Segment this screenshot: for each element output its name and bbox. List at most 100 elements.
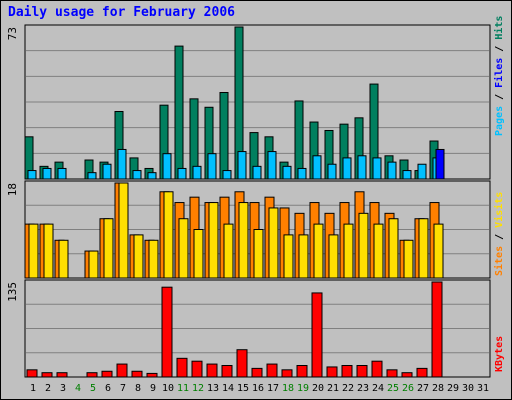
- visits-bar: [118, 182, 129, 279]
- kbytes-bar: [296, 365, 308, 378]
- files-bar: [87, 172, 97, 180]
- x-tick-label: 9: [150, 383, 156, 394]
- visits-bar: [253, 229, 264, 279]
- x-tick-label: 29: [447, 383, 459, 394]
- hits-bar: [174, 45, 184, 180]
- x-tick-label: 16: [252, 383, 264, 394]
- x-tick-label: 25: [387, 383, 399, 394]
- visits-bar: [433, 223, 444, 279]
- visits-bar: [208, 202, 219, 279]
- legend-top-part: Hits: [493, 16, 505, 40]
- x-tick-label: 22: [342, 383, 354, 394]
- files-bar: [357, 155, 367, 180]
- visits-bar: [343, 223, 354, 279]
- x-tick-label: 13: [207, 383, 219, 394]
- files-bar: [192, 165, 202, 180]
- kbytes-bar: [326, 366, 338, 378]
- legend-top-part: /: [494, 88, 505, 106]
- files-bar: [147, 172, 157, 180]
- x-tick-label: 2: [45, 383, 51, 394]
- kbytes-bar: [341, 365, 353, 378]
- x-tick-label: 14: [222, 383, 234, 394]
- x-tick-label: 28: [432, 383, 444, 394]
- x-tick-label: 1: [30, 383, 36, 394]
- visits-bar: [373, 223, 384, 279]
- x-tick-label: 20: [312, 383, 324, 394]
- x-tick-label: 21: [327, 383, 339, 394]
- files-bar: [297, 167, 307, 180]
- kbytes-bar: [356, 365, 368, 378]
- visits-bar: [358, 212, 369, 279]
- x-tick-label: 26: [402, 383, 414, 394]
- kbytes-bar: [266, 363, 278, 378]
- x-tick-label: 19: [297, 383, 309, 394]
- x-tick-label: 11: [177, 383, 189, 394]
- kbytes-bar: [251, 367, 263, 378]
- visits-bar: [178, 218, 189, 279]
- hits-bar: [219, 92, 229, 180]
- x-tick-label: 24: [372, 383, 384, 394]
- legend-mid-part: /: [494, 228, 505, 246]
- x-tick-label: 5: [90, 383, 96, 394]
- visits-bar: [58, 239, 69, 279]
- kbytes-bar: [191, 360, 203, 378]
- panel-max-label: 73: [6, 27, 19, 40]
- kbytes-bar: [146, 372, 158, 378]
- visits-bar: [313, 223, 324, 279]
- files-bar: [372, 157, 382, 180]
- kbytes-bar: [41, 372, 53, 378]
- kbytes-bar: [86, 372, 98, 378]
- kbytes-bar: [416, 367, 428, 378]
- visits-bar: [148, 239, 159, 279]
- visits-bar: [193, 229, 204, 279]
- kbytes-bar: [56, 372, 68, 378]
- visits-bar: [418, 218, 429, 279]
- kbytes-bar: [101, 370, 113, 378]
- files-bar: [327, 163, 337, 180]
- files-bar: [57, 167, 67, 180]
- x-tick-label: 23: [357, 383, 369, 394]
- panel-max-label: 18: [6, 183, 19, 196]
- kbytes-bar: [371, 360, 383, 378]
- legend-top: Pages / Files / Hits: [493, 16, 505, 136]
- kbytes-bar: [161, 286, 173, 378]
- kbytes-bar: [116, 363, 128, 378]
- x-tick-label: 27: [417, 383, 429, 394]
- files-bar: [342, 157, 352, 180]
- legend-mid-part: Sites: [493, 246, 505, 276]
- visits-bar: [238, 202, 249, 279]
- files-bar: [27, 170, 37, 180]
- legend-top-part: /: [494, 40, 505, 58]
- kbytes-bar: [26, 369, 38, 378]
- x-tick-label: 3: [60, 383, 66, 394]
- visits-bar: [388, 218, 399, 279]
- x-tick-label: 7: [120, 383, 126, 394]
- visits-bar: [268, 207, 279, 279]
- files-bar: [117, 148, 127, 180]
- kbytes-bar: [386, 369, 398, 378]
- visits-bar: [28, 223, 39, 279]
- files-bar: [252, 165, 262, 180]
- visits-bar: [223, 223, 234, 279]
- files-bar: [312, 155, 322, 180]
- files-bar: [222, 170, 232, 180]
- legend-top-part: Files: [493, 58, 505, 88]
- x-tick-label: 30: [462, 383, 474, 394]
- files-bar: [207, 153, 217, 180]
- visits-bar: [133, 234, 144, 279]
- files-bar: [102, 163, 112, 180]
- files-bar: [417, 163, 427, 180]
- panel-max-label: 135: [6, 282, 19, 302]
- kbytes-bar: [131, 370, 143, 378]
- files-bar: [162, 153, 172, 180]
- files-bar: [402, 170, 412, 180]
- kbytes-bar: [401, 372, 413, 378]
- visits-bar: [163, 191, 174, 279]
- visits-bar: [88, 250, 99, 279]
- kbytes-bar: [311, 292, 323, 378]
- x-tick-label: 10: [162, 383, 174, 394]
- kbytes-bar: [236, 349, 248, 378]
- kbytes-bar: [176, 357, 188, 378]
- x-tick-label: 8: [135, 383, 141, 394]
